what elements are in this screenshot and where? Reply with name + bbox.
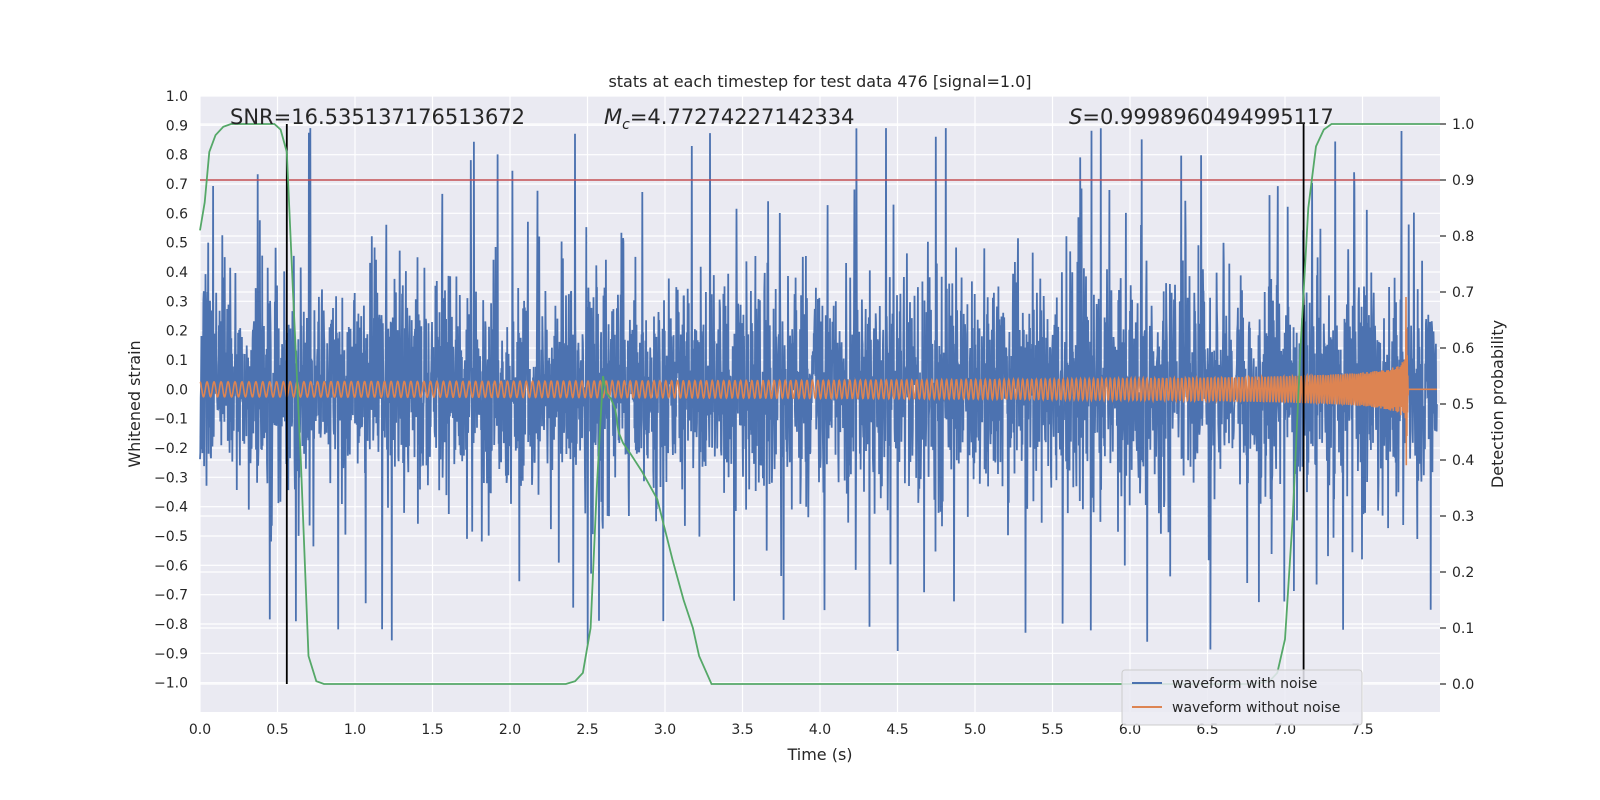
y-tick-label: 0.1 [166, 353, 188, 369]
x-tick-label: 4.5 [886, 722, 908, 738]
x-tick-label: 0.5 [266, 722, 288, 738]
y-tick-label: 0.5 [166, 236, 188, 252]
y-tick-label: −0.7 [154, 588, 188, 604]
y-tick-label: 1.0 [166, 89, 188, 105]
y-tick-label: −0.2 [154, 441, 188, 457]
legend-label-signal: waveform without noise [1172, 700, 1340, 716]
y-tick-label: −0.5 [154, 529, 188, 545]
y2-tick-label: 0.9 [1452, 173, 1474, 189]
chirp-mass-value: =4.77274227142334 [630, 105, 855, 129]
y2-axis-label: Detection probability [1488, 320, 1507, 488]
legend-label-noise: waveform with noise [1172, 676, 1317, 692]
snr-annotation: SNR=16.535137176513672 [230, 105, 525, 129]
noise-waveform [199, 128, 1438, 652]
y2-tick-label: 0.8 [1452, 229, 1474, 245]
y-tick-label: 0.8 [166, 148, 188, 164]
x-axis-ticks: 0.0 0.5 1.0 1.5 2.0 2.5 3.0 3.5 4.0 4.5 5.0 5.5 6.0 6… [189, 722, 1374, 738]
y-tick-label: −0.6 [154, 558, 188, 574]
detection-probability-line [199, 123, 1440, 685]
y-tick-label: 0.3 [166, 294, 188, 310]
chirp-mass-annotation: Mc=4.77274227142334 [604, 105, 855, 133]
y2-tick-label: 0.2 [1452, 565, 1474, 581]
y-tick-label: −1.0 [154, 676, 188, 692]
y-tick-label: 0.2 [166, 324, 188, 340]
score-annotation: S=0.9998960494995117 [1069, 105, 1334, 129]
score-value: =0.9998960494995117 [1082, 105, 1333, 129]
y-tick-label: 0.0 [166, 382, 188, 398]
chirp-mass-symbol: M [604, 105, 622, 129]
x-tick-label: 6.0 [1119, 722, 1141, 738]
x-tick-label: 1.0 [344, 722, 366, 738]
y2-tick-label: 0.1 [1452, 621, 1474, 637]
x-tick-label: 3.0 [654, 722, 676, 738]
y-tick-label: 0.9 [166, 118, 188, 134]
x-tick-label: 2.0 [499, 722, 521, 738]
y-tick-label: −0.4 [154, 500, 188, 516]
x-tick-label: 4.0 [809, 722, 831, 738]
x-tick-label: 7.0 [1274, 722, 1296, 738]
legend-box [1121, 669, 1363, 726]
y-tick-label: 0.6 [166, 206, 188, 222]
y-tick-label: 0.7 [166, 177, 188, 193]
y-tick-label: −0.8 [154, 617, 188, 633]
y2-tick-label: 0.7 [1452, 285, 1474, 301]
x-tick-label: 3.5 [731, 722, 753, 738]
chirp-mass-subscript: c [622, 117, 630, 133]
legend: waveform with noise waveform without noi… [1121, 669, 1363, 726]
x-tick-label: 1.5 [421, 722, 443, 738]
y-tick-label: −0.9 [154, 646, 188, 662]
x-tick-label: 6.5 [1196, 722, 1218, 738]
signal-waveform-path [199, 296, 1437, 466]
y-tick-label: 0.4 [166, 265, 188, 281]
y2-tick-label: 0.6 [1452, 341, 1474, 357]
x-tick-label: 5.0 [964, 722, 986, 738]
vertical-markers [285, 124, 1305, 684]
y2-tick-label: 0.4 [1452, 453, 1474, 469]
y2-tick-label: 1.0 [1452, 117, 1474, 133]
y2-tick-label: 0.5 [1452, 397, 1474, 413]
y-axis-label: Whitened strain [125, 340, 144, 467]
y-axis-left-ticks: 1.0 0.9 0.8 0.7 0.6 0.5 0.4 0.3 0.2 0.1 0.0 −0.1 −0.… [154, 89, 188, 692]
x-tick-label: 5.5 [1041, 722, 1063, 738]
noise-waveform-path [199, 128, 1438, 652]
signal-waveform [199, 296, 1437, 466]
chart-title: stats at each timestep for test data 476… [608, 72, 1031, 91]
x-tick-label: 7.5 [1351, 722, 1373, 738]
y2-tick-label: 0.3 [1452, 509, 1474, 525]
y-tick-label: −0.3 [154, 470, 188, 486]
y-axis-right-ticks: 1.0 0.9 0.8 0.7 0.6 0.5 0.4 0.3 0.2 0.1 0.0 [1440, 117, 1474, 693]
y2-tick-label: 0.0 [1452, 677, 1474, 693]
y-tick-label: −0.1 [154, 412, 188, 428]
score-symbol: S [1069, 105, 1082, 129]
x-axis-label: Time (s) [786, 745, 852, 764]
x-tick-label: 0.0 [189, 722, 211, 738]
x-tick-label: 2.5 [576, 722, 598, 738]
